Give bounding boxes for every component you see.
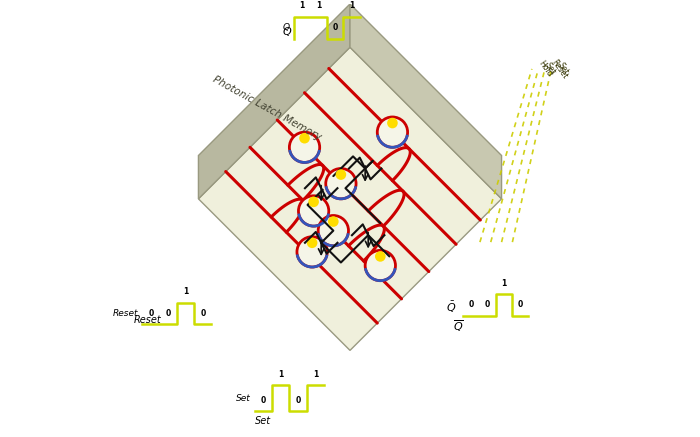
Text: Reset: Reset	[112, 309, 138, 318]
Polygon shape	[198, 47, 502, 350]
Circle shape	[299, 133, 310, 143]
Circle shape	[328, 216, 339, 227]
Circle shape	[307, 237, 317, 248]
Text: 0: 0	[484, 300, 490, 309]
Text: 1: 1	[300, 1, 304, 10]
Text: 1: 1	[349, 1, 354, 10]
Text: $\overline{Q}$: $\overline{Q}$	[453, 319, 463, 334]
Text: 0: 0	[148, 309, 153, 318]
Text: 0: 0	[200, 309, 205, 318]
Text: 1: 1	[278, 370, 284, 378]
Circle shape	[365, 250, 396, 281]
Circle shape	[318, 215, 349, 246]
Text: 0: 0	[165, 309, 171, 318]
Circle shape	[387, 118, 398, 128]
Text: $\bar{Q}$: $\bar{Q}$	[446, 299, 456, 315]
Text: 1: 1	[316, 1, 321, 10]
Text: Set: Set	[542, 61, 557, 76]
Circle shape	[297, 237, 328, 267]
Circle shape	[335, 169, 346, 180]
Text: Q: Q	[283, 27, 292, 37]
Circle shape	[289, 132, 320, 163]
Text: Set: Set	[236, 394, 251, 402]
Text: Q: Q	[282, 23, 289, 32]
Polygon shape	[198, 4, 350, 199]
Circle shape	[375, 251, 386, 262]
Text: Set: Set	[556, 61, 570, 76]
Text: 0: 0	[261, 395, 266, 405]
Text: 0: 0	[332, 23, 337, 32]
Text: Reset: Reset	[550, 58, 569, 80]
Text: Set: Set	[256, 416, 272, 426]
Text: 0: 0	[468, 300, 473, 309]
Text: 1: 1	[501, 279, 506, 288]
Circle shape	[308, 197, 319, 207]
Circle shape	[377, 117, 407, 147]
Circle shape	[326, 169, 356, 199]
Text: 1: 1	[183, 287, 188, 296]
Text: 0: 0	[295, 395, 301, 405]
Text: 0: 0	[517, 300, 523, 309]
Text: Hold: Hold	[536, 59, 554, 79]
Text: 1: 1	[313, 370, 318, 378]
Text: Reset: Reset	[134, 315, 161, 325]
Circle shape	[298, 196, 329, 226]
Polygon shape	[350, 4, 502, 199]
Text: Photonic Latch Memory: Photonic Latch Memory	[211, 74, 323, 142]
